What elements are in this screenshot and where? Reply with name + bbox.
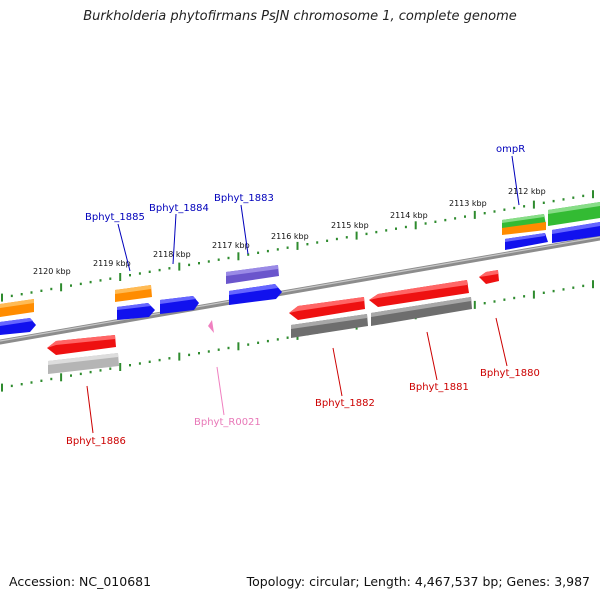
label-Bphyt_1881[interactable]: Bphyt_1881	[409, 331, 469, 393]
scale-label-2116: 2116 kbp	[271, 232, 309, 241]
svg-text:Bphyt_1880: Bphyt_1880	[480, 368, 540, 379]
genome-summary-text: Topology: circular; Length: 4,467,537 bp…	[246, 574, 590, 589]
accession-text: Accession: NC_010681	[9, 574, 152, 589]
gene-Bphyt_1880[interactable]	[479, 270, 499, 284]
upper-scale-track	[1, 190, 594, 302]
label-Bphyt_1882[interactable]: Bphyt_1882	[315, 347, 375, 409]
svg-text:Bphyt_1881: Bphyt_1881	[409, 382, 469, 393]
svg-text:Bphyt_R0021: Bphyt_R0021	[194, 417, 261, 428]
gene-left-edge-block[interactable]	[0, 299, 36, 335]
scale-label-2118: 2118 kbp	[153, 250, 191, 259]
scale-label-2120: 2120 kbp	[33, 267, 71, 276]
rna-Bphyt_R0021[interactable]	[208, 320, 214, 333]
label-Bphyt_1886[interactable]: Bphyt_1886	[66, 385, 126, 447]
svg-text:Bphyt_1884: Bphyt_1884	[149, 203, 209, 214]
gene-right-edge-block[interactable]	[548, 202, 600, 243]
scale-label-2117: 2117 kbp	[212, 241, 250, 250]
svg-text:Bphyt_1886: Bphyt_1886	[66, 436, 126, 447]
gene-Bphyt_1882[interactable]	[289, 297, 368, 338]
gene-ompR-block[interactable]	[502, 214, 548, 250]
svg-text:Bphyt_1883: Bphyt_1883	[214, 193, 274, 204]
gene-Bphyt_1881[interactable]	[369, 280, 472, 326]
scale-label-2119: 2119 kbp	[93, 259, 131, 268]
label-Bphyt_1884[interactable]: Bphyt_1884	[149, 203, 209, 265]
label-Bphyt_1885[interactable]: Bphyt_1885	[85, 212, 145, 272]
scale-label-2113: 2113 kbp	[449, 199, 487, 208]
gene-Bphyt_1885[interactable]	[115, 285, 155, 320]
svg-text:ompR: ompR	[496, 144, 525, 155]
scale-label-2112: 2112 kbp	[508, 187, 546, 196]
label-Bphyt_R0021[interactable]: Bphyt_R0021	[194, 366, 261, 428]
scale-label-2115: 2115 kbp	[331, 221, 369, 230]
scale-label-2114: 2114 kbp	[390, 211, 428, 220]
label-ompR[interactable]: ompR	[496, 144, 525, 206]
svg-text:Bphyt_1885: Bphyt_1885	[85, 212, 145, 223]
gene-Bphyt_1886[interactable]	[47, 335, 119, 374]
genome-backbone	[0, 235, 600, 345]
map-title: Burkholderia phytofirmans PsJN chromosom…	[83, 9, 517, 24]
gene-Bphyt_1883[interactable]	[226, 265, 282, 305]
scale-labels: 2112 kbp 2113 kbp 2114 kbp 2115 kbp 2116…	[33, 187, 546, 276]
gene-Bphyt_1884[interactable]	[160, 296, 199, 314]
genome-backbone-highlight	[0, 236, 600, 342]
label-Bphyt_1880[interactable]: Bphyt_1880	[480, 317, 540, 379]
svg-text:Bphyt_1882: Bphyt_1882	[315, 398, 375, 409]
label-Bphyt_1883[interactable]: Bphyt_1883	[214, 193, 274, 255]
